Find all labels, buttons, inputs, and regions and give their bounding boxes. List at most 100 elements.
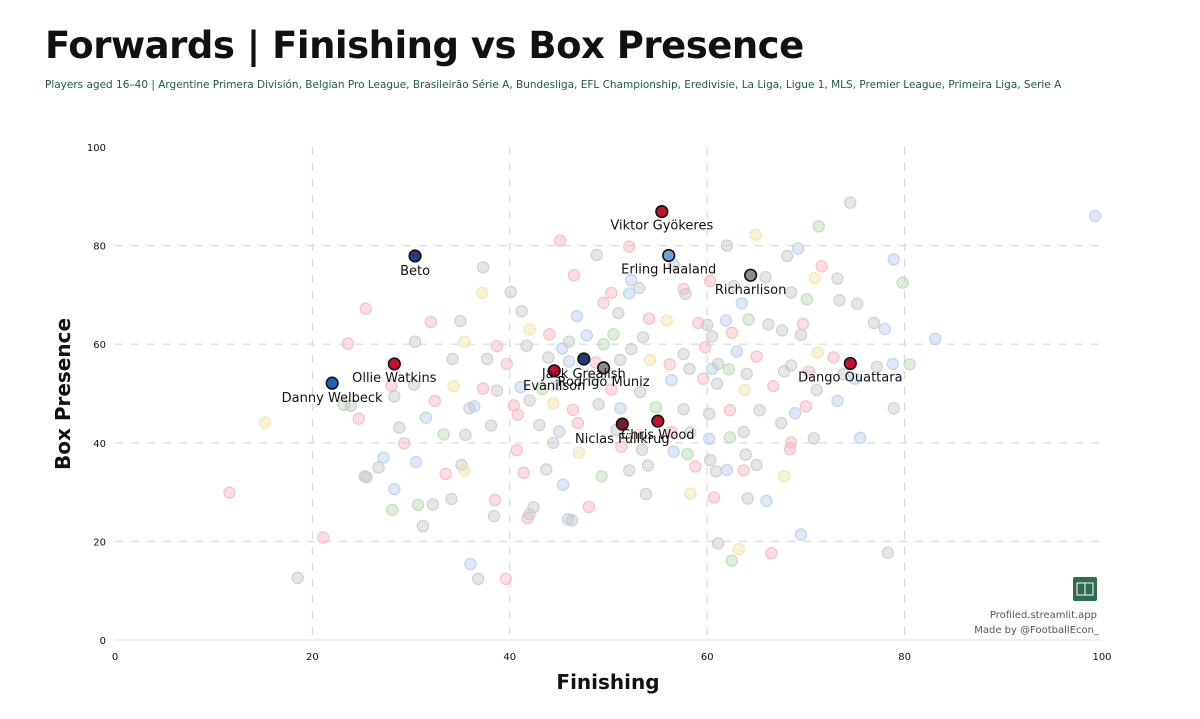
background-point xyxy=(458,335,471,348)
background-point xyxy=(878,322,892,336)
background-point xyxy=(689,460,702,473)
background-point xyxy=(632,281,646,295)
background-point xyxy=(419,411,433,424)
background-point xyxy=(896,276,909,289)
background-point xyxy=(759,270,772,284)
background-point xyxy=(472,572,485,586)
background-point xyxy=(663,358,676,371)
background-point xyxy=(500,357,514,371)
background-point xyxy=(572,446,586,459)
background-point xyxy=(702,432,716,446)
x-tick-label: 40 xyxy=(503,652,516,663)
background-point xyxy=(556,478,570,491)
player-point-viktor-gyokeres[interactable] xyxy=(655,204,669,219)
background-point xyxy=(720,463,734,477)
background-point xyxy=(416,519,430,533)
background-point xyxy=(725,554,739,567)
background-point xyxy=(607,328,620,341)
x-tick-label: 0 xyxy=(112,652,118,663)
background-point xyxy=(831,272,844,285)
background-point xyxy=(515,304,528,318)
background-point xyxy=(665,425,678,439)
background-point xyxy=(523,394,536,407)
player-point-erling-haaland[interactable] xyxy=(662,248,676,263)
background-point xyxy=(484,419,498,432)
player-point-niclas-fullkrug[interactable] xyxy=(615,417,629,431)
y-tick-label: 80 xyxy=(93,242,106,253)
background-point xyxy=(352,412,365,425)
player-point-jack-grealish[interactable] xyxy=(577,352,591,366)
background-point xyxy=(454,314,467,328)
x-tick-label: 60 xyxy=(701,652,714,663)
background-point xyxy=(480,352,494,366)
background-point xyxy=(812,220,825,233)
background-point xyxy=(464,557,477,571)
player-point-chris-wood[interactable] xyxy=(651,414,665,428)
x-tick-label: 80 xyxy=(898,652,911,663)
background-point xyxy=(523,323,536,336)
background-point xyxy=(514,380,527,394)
background-point xyxy=(439,467,452,481)
background-point xyxy=(517,466,530,480)
y-tick-labels: 0 20 40 60 80 100 xyxy=(87,143,106,647)
chart-title: Forwards | Finishing vs Box Presence xyxy=(45,24,804,67)
background-point xyxy=(437,428,450,441)
background-point xyxy=(794,328,808,342)
player-point-richarlison[interactable] xyxy=(744,268,758,282)
background-point xyxy=(377,451,390,464)
background-point xyxy=(409,455,423,469)
background-point xyxy=(623,464,636,477)
background-point xyxy=(615,440,628,453)
background-point xyxy=(547,397,560,410)
background-point xyxy=(788,407,802,420)
credit-site: Profiled.streamlit.app xyxy=(990,610,1097,621)
background-point xyxy=(723,431,737,444)
y-tick-label: 0 xyxy=(100,636,106,647)
background-point xyxy=(580,329,593,342)
background-point xyxy=(605,383,618,396)
background-point xyxy=(720,239,734,252)
background-point xyxy=(699,340,712,354)
y-tick-label: 20 xyxy=(93,537,106,548)
player-label-ollie-watkins: Ollie Watkins xyxy=(352,371,437,386)
background-point xyxy=(800,293,814,306)
background-point xyxy=(844,196,857,209)
background-point xyxy=(625,342,638,356)
y-tick-label: 40 xyxy=(93,439,106,450)
background-point xyxy=(633,385,647,399)
background-point xyxy=(592,398,605,411)
y-tick-label: 60 xyxy=(93,340,106,351)
background-point xyxy=(681,447,694,461)
background-point xyxy=(903,358,916,371)
pitch-logo-icon xyxy=(1073,577,1097,601)
player-label-beto: Beto xyxy=(400,264,430,279)
player-point-ollie-watkins[interactable] xyxy=(387,357,401,371)
player-point-rodrigo-muniz[interactable] xyxy=(596,361,611,375)
background-point xyxy=(587,373,600,386)
background-point xyxy=(555,342,569,355)
background-points xyxy=(223,196,1102,586)
background-point xyxy=(475,286,489,300)
background-point xyxy=(582,500,595,514)
background-point xyxy=(684,426,697,439)
player-point-dango-ouattara[interactable] xyxy=(843,356,857,371)
background-point xyxy=(776,324,789,337)
background-point xyxy=(625,273,638,287)
background-point xyxy=(499,572,513,586)
background-point xyxy=(614,402,627,415)
background-point xyxy=(684,487,697,500)
player-label-niclas-fullkrug: Niclas Füllkrug xyxy=(575,432,670,447)
background-point xyxy=(459,428,472,442)
player-point-danny-welbeck[interactable] xyxy=(325,376,339,390)
background-point xyxy=(533,418,546,432)
background-point xyxy=(341,337,355,350)
player-point-beto[interactable] xyxy=(408,249,422,263)
background-point xyxy=(291,571,304,585)
background-point xyxy=(749,228,762,241)
player-label-danny-welbeck: Danny Welbeck xyxy=(282,391,383,406)
background-point xyxy=(542,351,555,364)
background-point xyxy=(711,537,725,550)
player-point-evanilson[interactable] xyxy=(547,364,561,378)
chart-subtitle: Players aged 16–40 | Argentine Primera D… xyxy=(45,79,1062,91)
background-point xyxy=(677,347,690,361)
